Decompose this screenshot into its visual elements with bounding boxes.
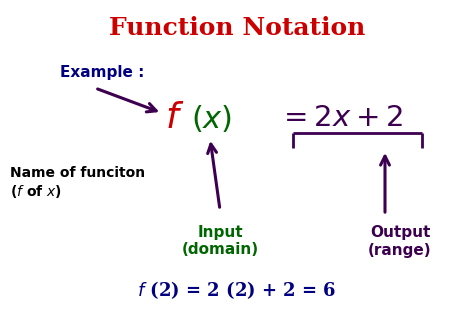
Text: Name of funciton: Name of funciton xyxy=(10,166,145,180)
Text: Example :: Example : xyxy=(60,64,145,79)
Text: $\mathit{(x)}$: $\mathit{(x)}$ xyxy=(191,102,233,133)
Text: (range): (range) xyxy=(368,242,432,257)
Text: $\mathit{= 2x + 2}$: $\mathit{= 2x + 2}$ xyxy=(278,104,402,132)
Text: $\mathit{f}$ (2) = 2 (2) + 2 = 6: $\mathit{f}$ (2) = 2 (2) + 2 = 6 xyxy=(137,279,337,301)
Text: $\mathit{f}$: $\mathit{f}$ xyxy=(165,101,185,135)
Text: ($\mathit{f}$ of $\mathit{x}$): ($\mathit{f}$ of $\mathit{x}$) xyxy=(10,183,62,201)
Text: Function Notation: Function Notation xyxy=(109,16,365,40)
Text: Input: Input xyxy=(197,225,243,240)
Text: Output: Output xyxy=(370,225,430,240)
Text: (domain): (domain) xyxy=(182,242,258,257)
